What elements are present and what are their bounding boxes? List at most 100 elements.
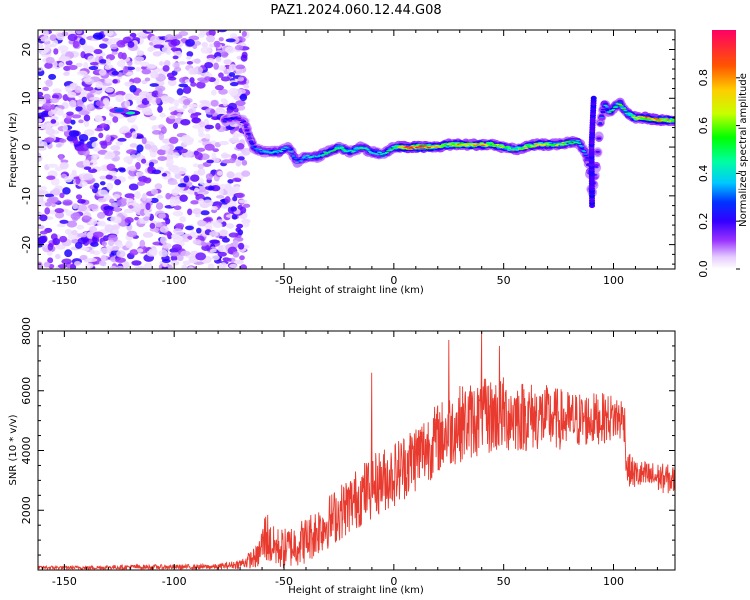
isolated-blob — [114, 108, 125, 113]
noise-blob — [147, 166, 154, 172]
noise-blob — [112, 116, 119, 123]
ridge-blob — [535, 145, 540, 147]
ridge-blob — [492, 145, 497, 147]
ridge-blob — [629, 114, 634, 116]
heatmap-x-axis-label: Height of straight line (km) — [288, 285, 424, 296]
noise-blob — [200, 46, 212, 54]
noise-blob — [135, 66, 142, 72]
noise-blob — [115, 257, 126, 263]
noise-blob — [239, 255, 245, 261]
noise-blob — [157, 149, 167, 156]
noise-blob — [79, 143, 90, 152]
noise-blob — [55, 143, 62, 148]
noise-blob — [57, 45, 69, 52]
noise-blob — [131, 260, 142, 266]
noise-blob — [63, 176, 73, 183]
ridge-blob — [516, 146, 521, 149]
noise-blob — [136, 248, 144, 253]
noise-blob — [214, 84, 224, 91]
noise-blob — [52, 238, 61, 246]
noise-blob — [160, 126, 167, 135]
noise-blob — [105, 134, 111, 143]
noise-blob — [141, 193, 147, 201]
noise-blob — [216, 194, 225, 199]
noise-blob — [208, 30, 216, 37]
noise-blob — [83, 166, 92, 171]
noise-blob — [235, 227, 242, 233]
colorbar-tick-label: 0.8 — [697, 69, 710, 87]
noise-blob — [187, 190, 195, 195]
noise-blob — [190, 200, 199, 205]
x-tick-label: 50 — [497, 274, 511, 287]
noise-blob — [161, 258, 171, 264]
noise-blob — [190, 174, 200, 182]
noise-blob — [48, 196, 59, 203]
ridge-blob — [604, 106, 609, 108]
noise-blob — [43, 261, 51, 268]
noise-blob — [226, 257, 232, 262]
noise-blob — [98, 69, 107, 76]
noise-blob — [165, 192, 171, 200]
noise-blob — [83, 114, 91, 122]
noise-blob — [115, 94, 125, 102]
noise-blob — [78, 119, 84, 124]
ridge-blob — [596, 138, 602, 140]
x-tick-label: -150 — [52, 274, 77, 287]
noise-blob — [201, 42, 209, 48]
ridge-blob — [300, 158, 305, 160]
ridge-blob — [295, 161, 300, 163]
colorbar-gradient — [712, 30, 736, 269]
noise-blob — [97, 197, 107, 203]
noise-blob — [228, 64, 237, 72]
noise-blob — [92, 147, 101, 152]
noise-blob — [162, 243, 172, 249]
noise-blob — [192, 208, 202, 215]
noise-blob — [77, 232, 88, 238]
noise-blob — [157, 81, 165, 86]
ridge-blob — [326, 152, 331, 154]
noise-blob — [104, 78, 113, 84]
noise-blob — [132, 77, 142, 84]
noise-blob — [59, 219, 69, 224]
noise-blob — [136, 31, 148, 37]
noise-blob — [105, 174, 113, 180]
noise-blob — [124, 100, 131, 108]
noise-blob — [143, 177, 152, 184]
ridge-blob — [607, 111, 612, 113]
noise-blob — [215, 122, 221, 130]
noise-blob — [133, 56, 145, 62]
ridge-blob — [291, 155, 296, 157]
noise-blob — [70, 263, 77, 269]
noise-blob — [157, 105, 163, 113]
ridge-blob — [275, 151, 280, 154]
noise-blob — [118, 127, 130, 134]
noise-blob — [116, 250, 126, 258]
ridge-blob — [247, 135, 252, 137]
noise-blob — [124, 81, 134, 87]
noise-blob — [38, 112, 48, 118]
noise-blob — [46, 175, 56, 180]
noise-blob — [39, 230, 48, 235]
noise-blob — [157, 156, 168, 162]
noise-blob — [128, 183, 139, 191]
noise-blob — [185, 225, 194, 231]
noise-blob — [113, 194, 121, 199]
ridge-blob — [243, 123, 249, 127]
noise-blob — [241, 30, 247, 37]
noise-blob — [172, 169, 180, 175]
noise-blob — [189, 231, 197, 238]
noise-blob — [134, 266, 146, 269]
noise-blob — [162, 65, 170, 72]
noise-blob — [185, 38, 195, 47]
noise-blob — [124, 93, 134, 101]
noise-blob — [83, 61, 89, 70]
noise-blob — [206, 34, 216, 43]
noise-blob — [197, 168, 206, 176]
noise-blob — [129, 85, 137, 93]
noise-blob — [235, 100, 246, 107]
ridge-blob — [437, 146, 442, 148]
x-tick-label: -100 — [162, 575, 187, 588]
ridge-blob — [658, 118, 663, 120]
ridge-blob — [490, 142, 495, 144]
